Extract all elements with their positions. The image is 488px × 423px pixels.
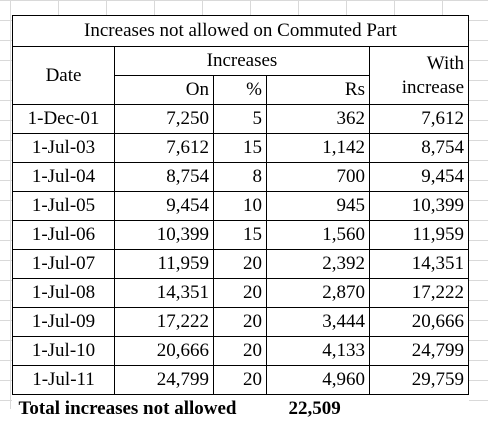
cell-with-increase[interactable]: 29,759 <box>370 366 469 395</box>
cell-rs[interactable]: 4,960 <box>267 366 370 395</box>
cell-date[interactable]: 1-Jul-08 <box>13 279 115 308</box>
cell-rs[interactable]: 1,142 <box>267 134 370 163</box>
cell-with-increase[interactable]: 24,799 <box>370 337 469 366</box>
cell-on[interactable]: 10,399 <box>115 221 214 250</box>
cell-rs[interactable]: 4,133 <box>267 337 370 366</box>
cell-on[interactable]: 7,250 <box>115 105 214 134</box>
cell-with-increase[interactable]: 9,454 <box>370 163 469 192</box>
cell-with-increase[interactable]: 10,399 <box>370 192 469 221</box>
cell-pct[interactable]: 20 <box>214 337 267 366</box>
header-pct[interactable]: % <box>214 76 267 105</box>
table-title[interactable]: Increases not allowed on Commuted Part <box>13 16 469 47</box>
cell-with-increase[interactable]: 7,612 <box>370 105 469 134</box>
cell-date[interactable]: 1-Jul-05 <box>13 192 115 221</box>
cell-date[interactable]: 1-Jul-06 <box>13 221 115 250</box>
cell-date[interactable]: 1-Jul-04 <box>13 163 115 192</box>
title-row: Increases not allowed on Commuted Part <box>13 16 469 47</box>
cell-pct[interactable]: 20 <box>214 308 267 337</box>
cell-rs[interactable]: 362 <box>267 105 370 134</box>
cell-pct[interactable]: 15 <box>214 134 267 163</box>
cell-rs[interactable]: 2,392 <box>267 250 370 279</box>
cell-on[interactable]: 11,959 <box>115 250 214 279</box>
cell-pct[interactable]: 20 <box>214 279 267 308</box>
cell-pct[interactable]: 8 <box>214 163 267 192</box>
cell-with-increase[interactable]: 17,222 <box>370 279 469 308</box>
header-date[interactable]: Date <box>13 47 115 105</box>
cell-date[interactable]: 1-Jul-07 <box>13 250 115 279</box>
cell-on[interactable]: 14,351 <box>115 279 214 308</box>
header-increases[interactable]: Increases <box>115 47 370 76</box>
cell-with-increase[interactable]: 8,754 <box>370 134 469 163</box>
header-with-line2: increase <box>402 77 464 98</box>
cell-rs[interactable]: 700 <box>267 163 370 192</box>
cell-rs[interactable]: 1,560 <box>267 221 370 250</box>
header-row-1: Date Increases With increase <box>13 47 469 76</box>
cell-date[interactable]: 1-Jul-10 <box>13 337 115 366</box>
cell-rs[interactable]: 3,444 <box>267 308 370 337</box>
cell-with-increase[interactable]: 11,959 <box>370 221 469 250</box>
header-with-increase[interactable]: With increase <box>370 47 469 105</box>
cell-on[interactable]: 17,222 <box>115 308 214 337</box>
header-rs[interactable]: Rs <box>267 76 370 105</box>
cell-on[interactable]: 8,754 <box>115 163 214 192</box>
cell-pct[interactable]: 10 <box>214 192 267 221</box>
cell-with-increase[interactable]: 20,666 <box>370 308 469 337</box>
commutation-table: Increases not allowed on Commuted Part D… <box>12 15 469 423</box>
cell-on[interactable]: 9,454 <box>115 192 214 221</box>
header-with-line1: With <box>427 53 464 74</box>
cell-date[interactable]: 1-Jul-11 <box>13 366 115 395</box>
cell-date[interactable]: 1-Dec-01 <box>13 105 115 134</box>
cell-pct[interactable]: 5 <box>214 105 267 134</box>
cell-pct[interactable]: 20 <box>214 250 267 279</box>
cell-pct[interactable]: 15 <box>214 221 267 250</box>
cell-on[interactable]: 20,666 <box>115 337 214 366</box>
cell-with-increase[interactable]: 14,351 <box>370 250 469 279</box>
cell-on[interactable]: 24,799 <box>115 366 214 395</box>
cell-date[interactable]: 1-Jul-03 <box>13 134 115 163</box>
header-on[interactable]: On <box>115 76 214 105</box>
cell-rs[interactable]: 2,870 <box>267 279 370 308</box>
cell-pct[interactable]: 20 <box>214 366 267 395</box>
cell-on[interactable]: 7,612 <box>115 134 214 163</box>
cell-date[interactable]: 1-Jul-09 <box>13 308 115 337</box>
cell-rs[interactable]: 945 <box>267 192 370 221</box>
